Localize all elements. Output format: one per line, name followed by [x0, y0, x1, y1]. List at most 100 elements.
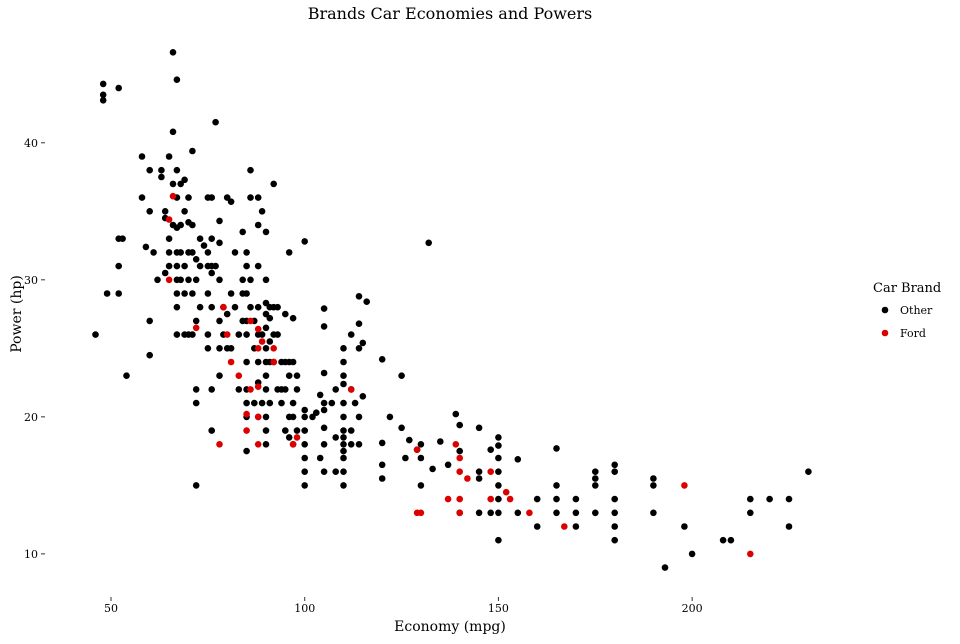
data-point — [181, 176, 188, 184]
data-point — [216, 441, 223, 448]
data-point — [192, 482, 200, 489]
data-point — [805, 468, 812, 476]
data-point — [181, 290, 188, 297]
y-tick-label: 40 — [24, 137, 38, 150]
legend-items: Other Ford — [881, 304, 933, 340]
data-point — [208, 303, 215, 311]
data-point — [785, 523, 793, 530]
data-point — [92, 331, 99, 338]
data-point — [475, 424, 483, 432]
data-point — [262, 276, 270, 284]
data-point — [572, 509, 580, 517]
data-point — [103, 290, 111, 297]
data-point — [340, 441, 347, 448]
data-point — [251, 399, 258, 407]
data-point — [553, 509, 560, 517]
data-point — [243, 427, 250, 434]
data-point — [270, 358, 278, 366]
data-point — [278, 399, 285, 407]
data-point — [320, 468, 328, 476]
data-point — [301, 468, 309, 476]
data-point — [258, 338, 266, 345]
data-point — [444, 495, 452, 503]
data-point — [347, 427, 355, 434]
data-point — [332, 434, 340, 441]
data-point — [169, 192, 177, 200]
data-point — [681, 482, 688, 489]
data-point — [452, 410, 460, 418]
data-point — [243, 358, 250, 366]
data-point — [425, 239, 433, 247]
data-points — [92, 49, 812, 571]
data-point — [355, 293, 363, 300]
data-point — [747, 495, 754, 503]
data-point — [285, 434, 293, 441]
data-point — [266, 314, 274, 322]
data-point — [208, 427, 215, 434]
data-point — [592, 482, 599, 489]
data-point — [289, 399, 297, 407]
data-point — [254, 303, 262, 311]
data-point — [243, 331, 250, 338]
data-point — [270, 180, 278, 188]
data-point — [650, 482, 657, 489]
data-point — [158, 166, 165, 174]
data-point — [223, 331, 231, 338]
data-point — [247, 194, 254, 201]
data-point — [293, 434, 301, 441]
data-point — [347, 331, 355, 338]
data-point — [355, 413, 363, 421]
data-point — [212, 262, 219, 270]
data-point — [592, 475, 599, 482]
data-point — [254, 194, 262, 201]
data-point — [216, 372, 223, 380]
data-point — [247, 386, 254, 393]
data-point — [262, 441, 270, 448]
data-point — [611, 495, 618, 503]
data-point — [169, 49, 177, 56]
data-point — [340, 454, 347, 462]
data-point — [142, 243, 150, 251]
data-point — [254, 221, 262, 229]
data-point — [262, 228, 270, 236]
data-point — [216, 345, 223, 352]
data-point — [146, 166, 153, 174]
data-point — [247, 166, 254, 174]
data-point — [611, 536, 618, 544]
data-point — [262, 324, 270, 332]
data-point — [123, 372, 130, 380]
y-tick-label: 30 — [24, 274, 38, 287]
data-point — [239, 228, 246, 236]
data-point — [417, 482, 425, 489]
data-point — [185, 276, 192, 284]
data-point — [347, 386, 355, 393]
data-point — [355, 320, 363, 328]
y-tick-label: 10 — [24, 548, 38, 561]
data-point — [526, 509, 533, 517]
data-point — [332, 386, 340, 393]
data-point — [417, 454, 425, 462]
data-point — [161, 269, 169, 277]
data-point — [289, 441, 297, 448]
data-point — [661, 564, 669, 571]
data-point — [340, 447, 347, 455]
data-point — [239, 276, 246, 284]
data-point — [189, 221, 196, 229]
data-point — [247, 317, 254, 325]
data-point — [262, 386, 270, 393]
data-point — [592, 468, 599, 476]
data-point — [254, 358, 262, 366]
y-tick-label: 20 — [24, 411, 38, 424]
data-point — [611, 523, 618, 530]
data-point — [355, 345, 363, 352]
data-point — [456, 447, 464, 455]
legend-label-ford: Ford — [900, 327, 926, 340]
data-point — [301, 238, 309, 245]
data-point — [165, 262, 173, 270]
data-point — [378, 439, 386, 447]
data-point — [553, 495, 560, 503]
data-point — [192, 324, 200, 332]
data-point — [254, 262, 262, 270]
data-point — [402, 454, 409, 462]
